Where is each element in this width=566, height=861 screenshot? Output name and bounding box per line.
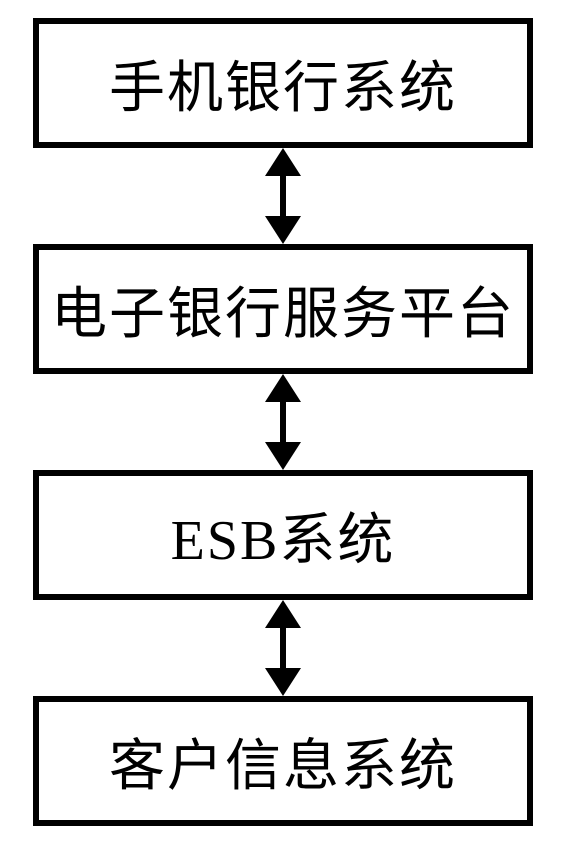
node-label: 客户信息系统 bbox=[109, 721, 457, 802]
node-label: ESB系统 bbox=[171, 495, 396, 576]
node-esb-system: ESB系统 bbox=[33, 470, 533, 600]
node-label: 手机银行系统 bbox=[109, 43, 457, 124]
node-mobile-banking: 手机银行系统 bbox=[33, 18, 533, 148]
node-label: 电子银行服务平台 bbox=[51, 269, 515, 350]
arrow-bidirectional bbox=[263, 148, 303, 244]
arrow-bidirectional bbox=[263, 374, 303, 470]
arrow-bidirectional bbox=[263, 600, 303, 696]
flowchart-diagram: 手机银行系统 电子银行服务平台 ESB系统 客户信息系统 bbox=[0, 0, 566, 861]
node-customer-info: 客户信息系统 bbox=[33, 696, 533, 826]
node-ebank-platform: 电子银行服务平台 bbox=[33, 244, 533, 374]
